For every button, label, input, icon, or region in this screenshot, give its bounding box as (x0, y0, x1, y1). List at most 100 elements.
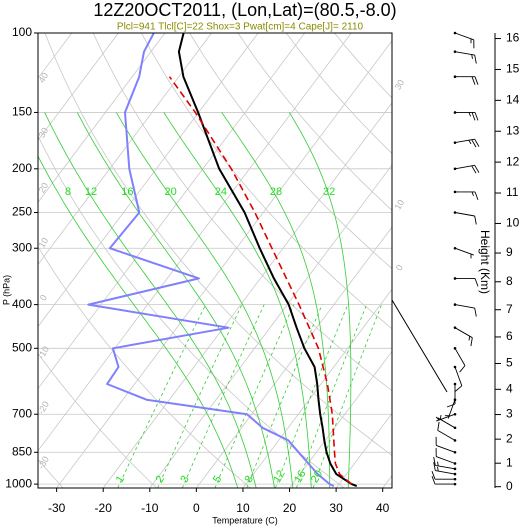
x-tick-label: 0 (193, 501, 200, 515)
y2-tick-label: 9 (506, 245, 513, 259)
moist-adiabat (163, 112, 312, 488)
mixing-ratio-label: 8 (243, 474, 256, 485)
mixing-ratio-label: 5 (211, 474, 224, 485)
y2-tick-label: 3 (506, 407, 513, 421)
plot-frame (37, 32, 393, 489)
wind-barb-dot (453, 477, 457, 481)
wind-barb-dot (453, 365, 457, 369)
y-tick-label: 100 (12, 25, 32, 39)
isotherm (335, 412, 392, 488)
y2-tick-label: 14 (506, 93, 520, 107)
mixing-ratio-label: 16 (292, 468, 309, 485)
height-axis-label: Height (Km) (478, 230, 492, 294)
y-tick-label: 850 (12, 444, 32, 458)
wind-barb (454, 212, 477, 225)
moist-adiabat (115, 112, 294, 488)
wind-barb-dot (453, 211, 457, 214)
y2-tick-label: 12 (506, 154, 520, 168)
dry-adiabat (38, 245, 251, 488)
wind-barb (435, 436, 456, 453)
wind-barb (435, 448, 456, 464)
wind-barb-dot (453, 472, 457, 476)
wind-barb-dot (453, 326, 457, 329)
dry-adiabat (44, 33, 392, 456)
mixing-ratio-label: 3 (178, 474, 191, 485)
y2-tick-label: 0 (506, 479, 513, 493)
isotherm (242, 288, 392, 488)
wind-barb (455, 277, 479, 287)
mixing-ratio-line (181, 304, 265, 488)
dry-adiabat (189, 33, 392, 270)
moist-adiabat-label: 12 (85, 186, 97, 198)
wind-barb (444, 399, 456, 419)
left-label: 20 (37, 181, 51, 195)
y-tick-label: 500 (12, 340, 32, 354)
y2-tick-label: 6 (506, 329, 513, 343)
mixing-ratio-label: 1 (114, 474, 127, 485)
x-axis-label: Temperature (C) (212, 515, 278, 525)
x-tick-label: 20 (283, 501, 297, 515)
dry-adiabat (92, 33, 392, 392)
profile-line (87, 33, 335, 487)
y2-tick-label: 4 (506, 381, 513, 395)
moist-adiabat-label: 20 (164, 186, 176, 198)
moist-adiabat-label: 8 (65, 186, 71, 198)
y-tick-label: 250 (12, 205, 32, 219)
wind-barb-dot (453, 426, 457, 430)
mixing-ratio-line (246, 304, 323, 488)
moist-adiabat-label: 24 (215, 186, 227, 198)
y-tick-label: 150 (12, 105, 32, 119)
dry-adiabat (334, 33, 392, 99)
y-tick-label: 1000 (5, 476, 32, 490)
mixing-ratio-label: 20 (309, 468, 326, 485)
isotherm (38, 33, 306, 390)
wind-barb-dot (453, 462, 457, 465)
wind-barb-dot (453, 111, 457, 114)
isotherm (196, 226, 392, 488)
wind-barb-dot (453, 482, 457, 486)
isotherm (56, 40, 392, 488)
wind-barb-dot (453, 277, 457, 280)
left-label: 10 (37, 236, 51, 250)
wind-barb-dot (453, 467, 457, 471)
moist-adiabat-label: 28 (270, 186, 282, 198)
mixing-ratio-line (312, 304, 382, 488)
y2-tick-label: 2 (506, 431, 513, 445)
chart-title: 12Z20OCT2011, (Lon,Lat)=(80.5,-8.0) (93, 0, 396, 20)
isotherm (289, 350, 392, 488)
left-label: 40 (37, 71, 51, 85)
mixing-ratio-line (157, 304, 243, 488)
isotherm (38, 33, 259, 328)
y2-tick-label: 7 (506, 302, 513, 316)
moist-adiabat (221, 112, 331, 488)
y-axis-label: P (hPa) (1, 275, 11, 305)
wind-barb-dot (453, 167, 457, 171)
y2-tick-label: 8 (506, 274, 513, 288)
moist-adiabat (76, 112, 275, 488)
moist-adiabat (38, 155, 239, 488)
wind-barb-dot (453, 246, 457, 250)
dry-adiabat (38, 352, 157, 488)
wind-barb (455, 76, 479, 85)
y-tick-label: 300 (12, 240, 32, 254)
chart-subtitle: Plcl=941 Tlcl[C]=22 Shox=3 Pwat[cm]=4 Ca… (117, 22, 364, 33)
moist-adiabat (288, 112, 352, 488)
wind-barb (454, 32, 475, 49)
moist-adiabat (44, 112, 257, 488)
y2-tick-label: 5 (506, 356, 513, 370)
wind-barb-dot (453, 190, 457, 194)
wind-barb-dot (453, 347, 457, 350)
wind-barb-dot (453, 382, 457, 386)
wind-barb-dot (453, 75, 457, 79)
left-label: 30 (37, 126, 51, 140)
dry-adiabat (285, 33, 392, 155)
y2-tick-label: 10 (506, 216, 520, 230)
y2-tick-label: 16 (506, 31, 520, 45)
mixing-ratio-line (296, 304, 367, 488)
wind-barb-dot (453, 439, 457, 442)
wind-barb (431, 471, 455, 480)
wind-barb-dot (453, 50, 457, 53)
dry-adiabat (38, 135, 345, 488)
dry-adiabat (141, 33, 392, 330)
